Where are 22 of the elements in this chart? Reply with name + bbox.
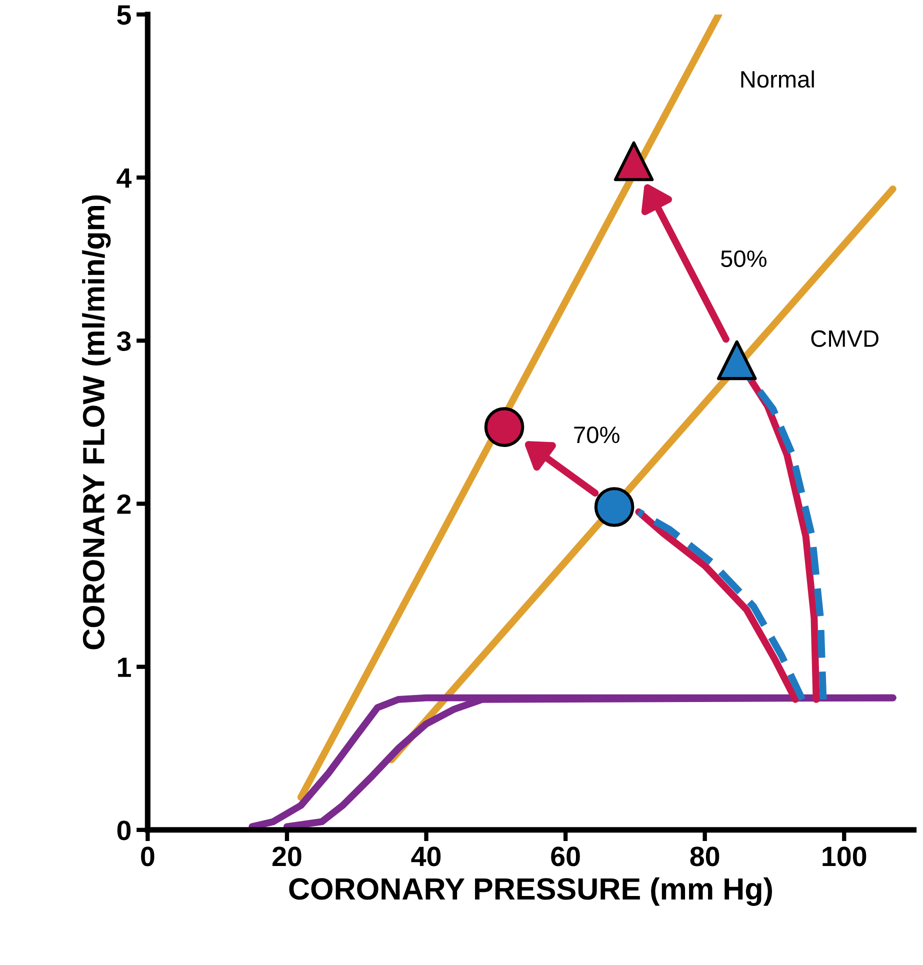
x-tick-label: 100 (822, 846, 866, 866)
annotation: CMVD (811, 330, 878, 347)
annotation: 70% (574, 426, 620, 444)
y-axis-title: CORONARY FLOW (ml/min/gm) (82, 195, 111, 650)
y-tick-label: 5 (117, 5, 131, 25)
x-tick-label: 80 (690, 846, 720, 866)
x-tick-label: 40 (411, 846, 441, 866)
point (716, 340, 757, 380)
x-tick-label: 60 (551, 846, 580, 866)
annotation: 50% (721, 250, 766, 268)
annotation: Normal (741, 70, 814, 88)
point (614, 141, 654, 182)
y-tick-label: 0 (117, 820, 131, 840)
x-tick-label: 20 (272, 846, 302, 866)
y-tick-label: 3 (116, 331, 131, 352)
x-axis-title: CORONARY PRESSURE (mm Hg) (289, 877, 772, 906)
x-tick-label: 0 (141, 846, 154, 866)
y-tick-label: 4 (116, 168, 132, 188)
y-tick-label: 2 (117, 494, 131, 514)
point (594, 487, 634, 527)
y-tick-label: 1 (118, 658, 131, 677)
point (484, 407, 524, 447)
